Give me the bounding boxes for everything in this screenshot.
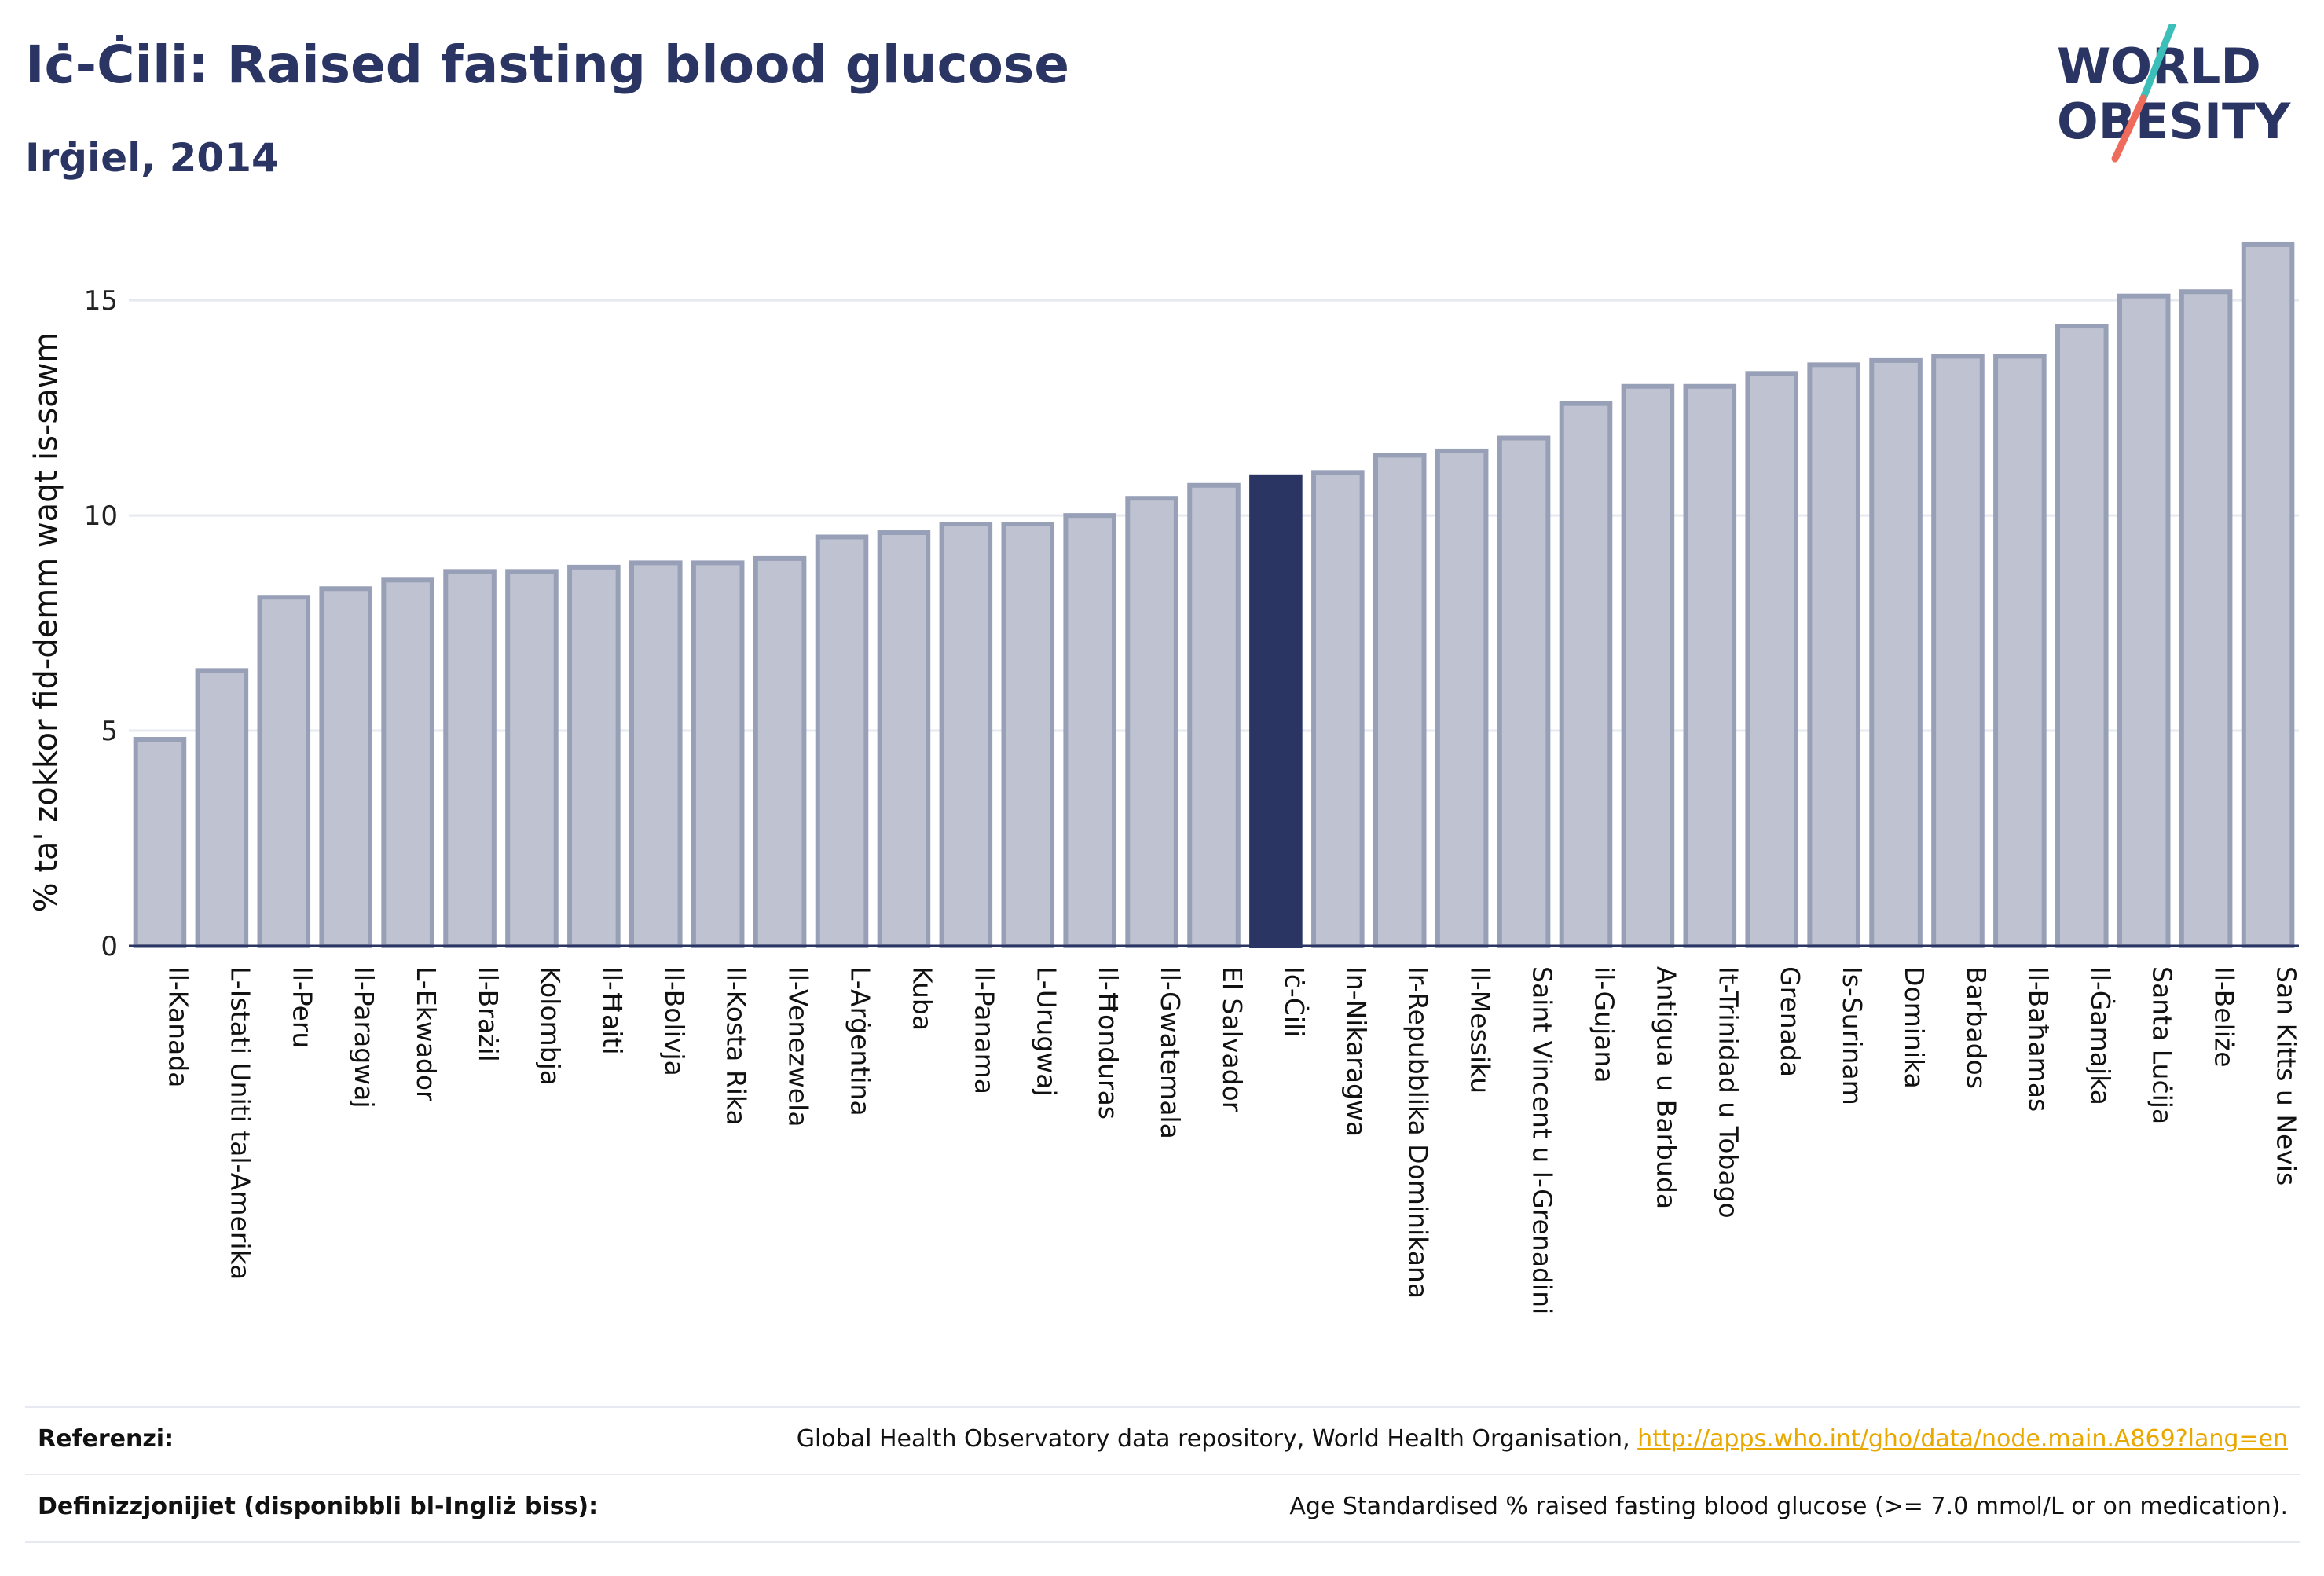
logo-slash-coral [2111, 94, 2147, 163]
x-category-label: El Salvador [1217, 966, 1248, 1112]
bar-3 [319, 586, 372, 948]
references-label: Referenzi: [38, 1425, 174, 1453]
x-category-label: San Kitts u Nevis [2271, 966, 2302, 1186]
y-tick-label: 10 [84, 500, 118, 532]
x-category-label: Il-Brażil [473, 966, 504, 1062]
x-category-label: Il-Ħonduras [1093, 966, 1124, 1120]
x-category-label: Il-Baħamas [2023, 966, 2054, 1112]
logo-text-line2: OBESITY [2057, 93, 2291, 150]
bar-29 [1931, 354, 1985, 948]
logo-slash-teal [2139, 24, 2176, 102]
bar-28 [1869, 357, 1923, 949]
x-category-label: Il-Ġamajka [2085, 966, 2117, 1105]
bar-18 [1249, 474, 1303, 948]
x-category-label: Iċ-Ċili [1279, 966, 1310, 1037]
y-tick-labels: 0 5 10 15 [84, 285, 118, 962]
bar-24 [1621, 383, 1675, 948]
x-category-label: Dominika [1899, 966, 1930, 1089]
world-obesity-logo: WORLD OBESITY [2057, 24, 2291, 163]
x-category-label: It-Trinidad u Tobago [1713, 966, 1743, 1219]
x-category-label: Il-Kosta Rika [721, 966, 752, 1126]
bar-20 [1373, 453, 1427, 948]
bar-8 [629, 560, 683, 948]
bar-15 [1063, 513, 1116, 948]
y-tick-label: 0 [101, 931, 118, 962]
bar-7 [567, 564, 621, 948]
y-axis-label: % ta' zokkor fid-demm waqt is-sawm [28, 332, 64, 913]
x-category-label: Il-Bolivja [659, 966, 690, 1076]
x-category-label: Barbados [1961, 966, 1992, 1089]
bar-9 [691, 560, 745, 948]
bar-1 [195, 668, 249, 949]
x-category-label: Kuba [907, 966, 937, 1031]
x-category-label: Il-Beliże [2209, 966, 2240, 1068]
x-category-label: Ir-Repubblika Dominikana [1403, 966, 1434, 1299]
bar-10 [753, 555, 807, 949]
x-category-label: Grenada [1775, 966, 1805, 1077]
x-category-label: In-Nikaragwa [1341, 966, 1372, 1137]
x-category-label: Kolombja [535, 966, 566, 1086]
bar-26 [1745, 371, 1799, 948]
references-link[interactable]: http://apps.who.int/gho/data/node.main.A… [1637, 1425, 2288, 1453]
x-category-label: Is-Surinam [1837, 966, 1868, 1105]
bar-27 [1807, 362, 1860, 948]
x-category-label: Il-Peru [287, 966, 317, 1048]
bar-5 [443, 569, 497, 948]
bar-17 [1187, 482, 1241, 948]
bar-0 [133, 737, 187, 948]
x-category-labels: Il-Kanada L-Istati Uniti tal-Amerika Il-Pe… [163, 966, 2301, 1314]
bar-33 [2179, 289, 2233, 948]
bar-31 [2055, 324, 2109, 948]
bar-16 [1125, 496, 1178, 948]
chart-title: Iċ-Ċili: Raised fasting blood glucose [25, 35, 1070, 95]
bar-32 [2117, 293, 2171, 949]
bar-chart: 0 5 10 15 Il-Kanada L-Istati Uniti tal-Ameri… [28, 241, 2302, 1314]
bar-6 [505, 569, 559, 948]
bar-12 [877, 530, 931, 948]
x-category-label: Santa Luċija [2147, 966, 2178, 1124]
x-category-label: L-Urugwaj [1031, 966, 1061, 1097]
bar-11 [815, 534, 869, 948]
x-category-label: Il-Paragwaj [349, 966, 379, 1109]
bar-4 [381, 577, 434, 948]
bar-14 [1001, 522, 1055, 948]
x-category-label: L-Istati Uniti tal-Amerika [225, 966, 255, 1280]
bar-30 [1993, 354, 2047, 948]
bar-34 [2241, 241, 2295, 948]
footer-references-row: Referenzi: Global Health Observatory dat… [25, 1406, 2300, 1474]
y-tick-label: 15 [84, 285, 118, 317]
x-category-label: Il-Kanada [163, 966, 193, 1087]
x-category-label: Il-Venezwela [783, 966, 814, 1127]
bar-13 [939, 522, 993, 948]
footer: Referenzi: Global Health Observatory dat… [25, 1406, 2300, 1543]
x-category-label: Il-Ħaiti [597, 966, 628, 1055]
x-category-label: L-Ekwador [411, 966, 442, 1101]
y-tick-label: 5 [101, 716, 118, 747]
x-category-label: L-Arġentina [845, 966, 876, 1116]
bar-2 [257, 595, 311, 949]
x-category-label: Il-Panama [969, 966, 999, 1094]
footer-definitions-row: Definizzjonijiet (disponibbli bl-Ingliż … [25, 1474, 2300, 1543]
bar-22 [1497, 435, 1551, 948]
bars [133, 241, 2295, 949]
references-text: Global Health Observatory data repositor… [796, 1425, 1638, 1453]
definitions-value: Age Standardised % raised fasting blood … [1289, 1493, 2288, 1520]
references-value: Global Health Observatory data repositor… [797, 1425, 2288, 1453]
x-category-label: Il-Gwatemala [1155, 966, 1186, 1139]
bar-19 [1311, 470, 1365, 948]
chart-subtitle: Irġiel, 2014 [25, 135, 279, 181]
bar-23 [1559, 401, 1613, 948]
bar-21 [1435, 448, 1489, 948]
x-category-label: il-Gujana [1589, 966, 1619, 1083]
definitions-label: Definizzjonijiet (disponibbli bl-Ingliż … [38, 1493, 599, 1520]
x-category-label: Il-Messiku [1465, 966, 1496, 1094]
x-category-label: Saint Vincent u l-Grenadini [1527, 966, 1558, 1314]
x-category-label: Antigua u Barbuda [1651, 966, 1681, 1209]
bar-25 [1683, 383, 1737, 948]
